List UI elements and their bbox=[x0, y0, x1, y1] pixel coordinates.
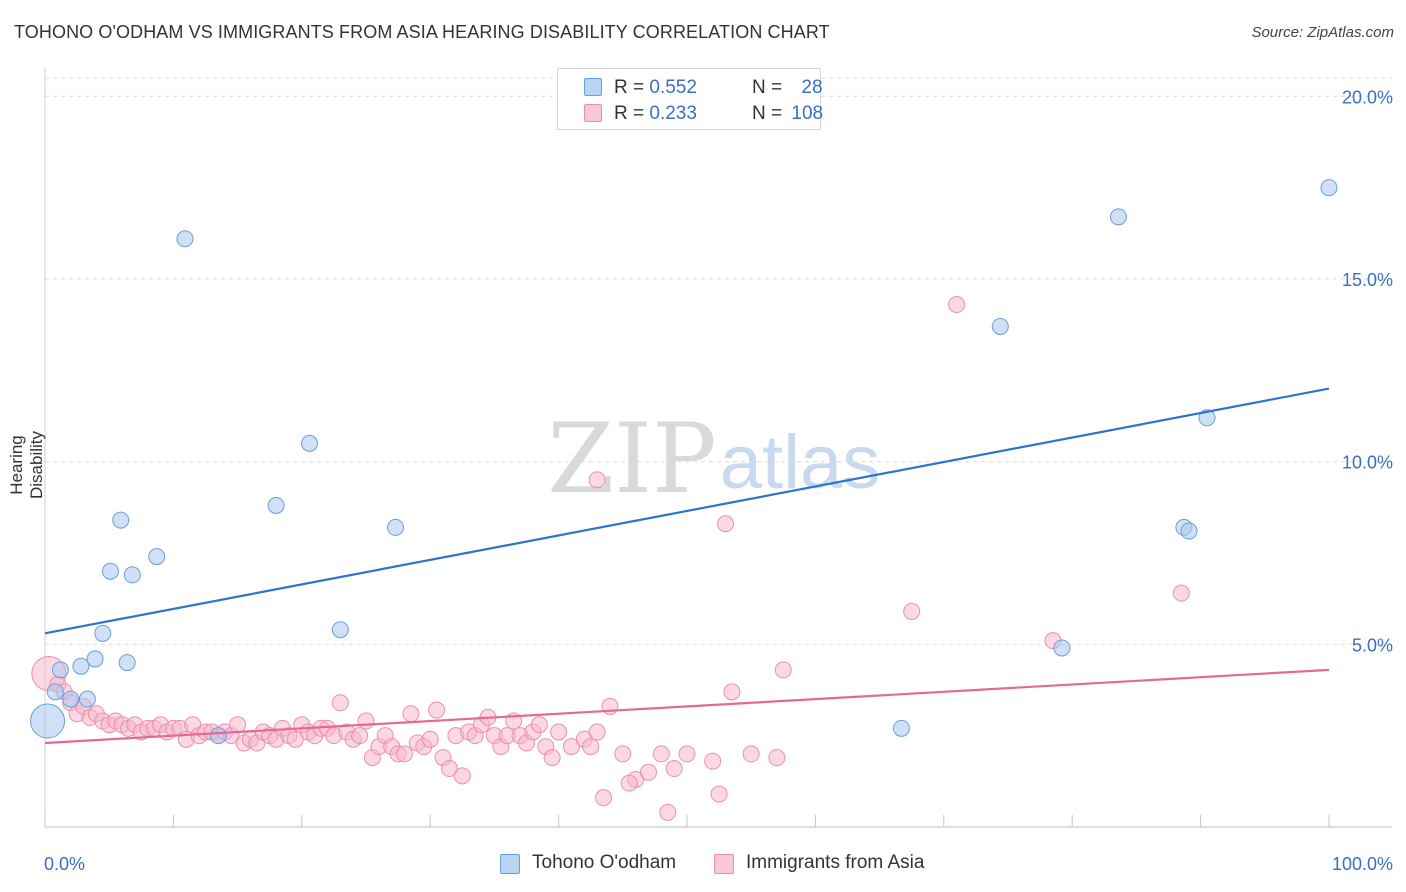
legend-swatch-blue bbox=[584, 78, 602, 96]
data-point-immigrants-from-asia bbox=[530, 716, 548, 734]
data-point-tohono-oodham bbox=[62, 690, 80, 708]
data-point-tohono-oodham bbox=[1320, 179, 1338, 197]
y-axis-title: Hearing Disability bbox=[7, 430, 46, 500]
data-point-immigrants-from-asia bbox=[453, 767, 471, 785]
data-point-tohono-oodham bbox=[46, 683, 64, 701]
data-point-immigrants-from-asia bbox=[428, 701, 446, 719]
correlation-legend: R = 0.552 N = 28 R = 0.233 N = 108 bbox=[557, 68, 824, 130]
legend-n-value: 108 bbox=[791, 103, 824, 124]
data-point-tohono-oodham bbox=[30, 703, 66, 739]
axes bbox=[44, 68, 1392, 828]
data-point-immigrants-from-asia bbox=[1172, 584, 1190, 602]
data-point-tohono-oodham bbox=[991, 317, 1009, 335]
bottom-legend-swatch-pink bbox=[714, 854, 734, 874]
legend-swatch-pink bbox=[584, 104, 602, 122]
data-point-tohono-oodham bbox=[331, 621, 349, 639]
legend-r-label: R = bbox=[614, 77, 645, 98]
x-tick-label-max: 100.0% bbox=[1332, 854, 1393, 874]
data-point-immigrants-from-asia bbox=[440, 760, 458, 778]
legend-r-value: 0.233 bbox=[649, 103, 697, 124]
data-point-tohono-oodham bbox=[148, 548, 166, 566]
watermark-atlas: atlas bbox=[720, 420, 881, 505]
data-point-immigrants-from-asia bbox=[543, 749, 561, 767]
data-point-tohono-oodham bbox=[267, 496, 285, 514]
data-point-immigrants-from-asia bbox=[582, 738, 600, 756]
data-point-immigrants-from-asia bbox=[550, 723, 568, 741]
data-point-tohono-oodham bbox=[86, 650, 104, 668]
data-point-immigrants-from-asia bbox=[704, 752, 722, 770]
bottom-legend-swatch-blue bbox=[500, 854, 520, 874]
data-point-immigrants-from-asia bbox=[717, 515, 735, 533]
data-point-immigrants-from-asia bbox=[639, 763, 657, 781]
data-point-immigrants-from-asia bbox=[710, 785, 728, 803]
data-point-immigrants-from-asia bbox=[357, 712, 375, 730]
data-point-tohono-oodham bbox=[387, 518, 405, 536]
data-point-tohono-oodham bbox=[123, 566, 141, 584]
y-tick-label: 15.0% bbox=[1342, 270, 1393, 290]
data-point-immigrants-from-asia bbox=[665, 760, 683, 778]
data-point-immigrants-from-asia bbox=[331, 694, 349, 712]
data-point-immigrants-from-asia bbox=[562, 738, 580, 756]
data-point-immigrants-from-asia bbox=[351, 727, 369, 745]
data-point-immigrants-from-asia bbox=[588, 471, 606, 489]
series-tohono-oodham bbox=[30, 179, 1338, 745]
data-point-immigrants-from-asia bbox=[396, 745, 414, 763]
data-point-immigrants-from-asia bbox=[652, 745, 670, 763]
y-tick-label: 5.0% bbox=[1352, 635, 1393, 655]
data-point-tohono-oodham bbox=[892, 719, 910, 737]
legend-n-label: N = bbox=[752, 77, 783, 98]
data-point-immigrants-from-asia bbox=[229, 716, 247, 734]
data-point-immigrants-from-asia bbox=[402, 705, 420, 723]
data-point-tohono-oodham bbox=[112, 511, 130, 529]
data-point-immigrants-from-asia bbox=[742, 745, 760, 763]
watermark: ZIP atlas bbox=[547, 403, 880, 515]
data-point-immigrants-from-asia bbox=[774, 661, 792, 679]
data-point-tohono-oodham bbox=[209, 727, 227, 745]
data-point-tohono-oodham bbox=[1180, 522, 1198, 540]
data-point-immigrants-from-asia bbox=[421, 730, 439, 748]
tick-labels: 5.0% 10.0% 15.0% 20.0% 0.0% 100.0% bbox=[44, 87, 1393, 874]
x-tick-label-min: 0.0% bbox=[44, 854, 85, 874]
legend-n-label: N = bbox=[752, 103, 783, 124]
data-point-immigrants-from-asia bbox=[768, 749, 786, 767]
data-point-immigrants-from-asia bbox=[723, 683, 741, 701]
grid-lines bbox=[45, 77, 1392, 645]
data-point-tohono-oodham bbox=[51, 661, 69, 679]
data-point-tohono-oodham bbox=[1109, 208, 1127, 226]
data-point-immigrants-from-asia bbox=[614, 745, 632, 763]
data-point-immigrants-from-asia bbox=[588, 723, 606, 741]
trend-lines bbox=[44, 387, 1330, 745]
watermark-zip: ZIP bbox=[547, 403, 716, 515]
legend-r-value: 0.552 bbox=[649, 77, 697, 98]
data-point-immigrants-from-asia bbox=[286, 730, 304, 748]
data-point-immigrants-from-asia bbox=[620, 774, 638, 792]
data-point-tohono-oodham bbox=[176, 230, 194, 248]
data-point-tohono-oodham bbox=[101, 562, 119, 580]
y-tick-label: 20.0% bbox=[1342, 87, 1393, 107]
data-point-tohono-oodham bbox=[1053, 639, 1071, 657]
data-point-tohono-oodham bbox=[72, 657, 90, 675]
data-point-tohono-oodham bbox=[118, 654, 136, 672]
y-tick-label: 10.0% bbox=[1342, 453, 1393, 473]
data-point-tohono-oodham bbox=[78, 690, 96, 708]
trend-line-immigrants-from-asia bbox=[44, 668, 1330, 745]
data-point-immigrants-from-asia bbox=[678, 745, 696, 763]
data-point-tohono-oodham bbox=[1198, 409, 1216, 427]
data-point-tohono-oodham bbox=[301, 434, 319, 452]
data-point-immigrants-from-asia bbox=[903, 602, 921, 620]
data-point-immigrants-from-asia bbox=[595, 789, 613, 807]
data-point-tohono-oodham bbox=[94, 624, 112, 642]
data-point-immigrants-from-asia bbox=[659, 803, 677, 821]
trend-line-tohono-oodham bbox=[44, 387, 1330, 635]
chart-title: TOHONO O'ODHAM VS IMMIGRANTS FROM ASIA H… bbox=[14, 22, 830, 42]
data-point-immigrants-from-asia bbox=[948, 296, 966, 314]
chart-source: Source: ZipAtlas.com bbox=[1251, 24, 1394, 41]
series-immigrants-from-asia bbox=[31, 296, 1190, 821]
bottom-legend-label: Tohono O'odham bbox=[532, 852, 677, 873]
bottom-legend-label: Immigrants from Asia bbox=[746, 852, 925, 873]
legend-r-label: R = bbox=[614, 103, 645, 124]
legend-n-value: 28 bbox=[801, 77, 823, 98]
